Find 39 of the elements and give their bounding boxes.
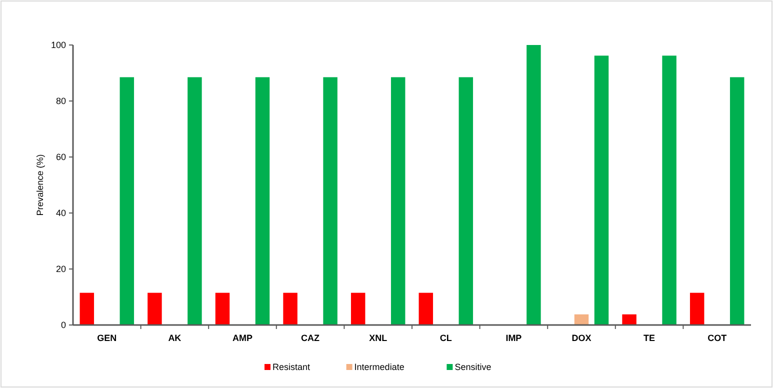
- x-tick-label: DOX: [572, 333, 592, 343]
- y-tick-label: 40: [56, 208, 66, 218]
- bar: [690, 292, 704, 325]
- y-axis-title: Prevalence (%): [35, 154, 45, 216]
- bar: [390, 77, 406, 325]
- x-tick-label: AMP: [232, 333, 252, 343]
- bar: [594, 56, 609, 325]
- legend-label: Intermediate: [354, 362, 404, 372]
- y-tick-label: 60: [56, 152, 66, 162]
- bar: [418, 292, 434, 325]
- bar: [80, 292, 94, 325]
- bar: [574, 314, 589, 325]
- y-tick-label: 100: [50, 40, 66, 50]
- legend-label: Sensitive: [454, 362, 492, 372]
- x-tick-label: XNL: [369, 333, 388, 343]
- bar: [526, 45, 541, 325]
- legend-label: Resistant: [272, 362, 311, 372]
- x-tick-label: GEN: [97, 333, 117, 343]
- x-tick-label: CL: [440, 333, 452, 343]
- bar: [283, 292, 298, 325]
- x-tick-label: AK: [168, 333, 182, 343]
- y-tick-label: 0: [60, 320, 66, 330]
- x-tick-label: IMP: [506, 333, 522, 343]
- x-tick-label: TE: [644, 333, 656, 343]
- bar: [148, 292, 162, 325]
- bar: [730, 77, 744, 325]
- bar: [188, 77, 202, 325]
- bar: [662, 56, 676, 325]
- y-tick-label: 20: [56, 264, 66, 274]
- y-tick-label: 80: [56, 96, 66, 106]
- bar: [458, 77, 474, 325]
- bar: [622, 314, 636, 325]
- bar: [215, 292, 230, 325]
- bar: [120, 77, 134, 325]
- x-tick-label: CAZ: [301, 333, 320, 343]
- bar: [323, 77, 338, 325]
- bar: [255, 77, 270, 325]
- bar: [350, 292, 366, 325]
- x-tick-label: COT: [708, 333, 728, 343]
